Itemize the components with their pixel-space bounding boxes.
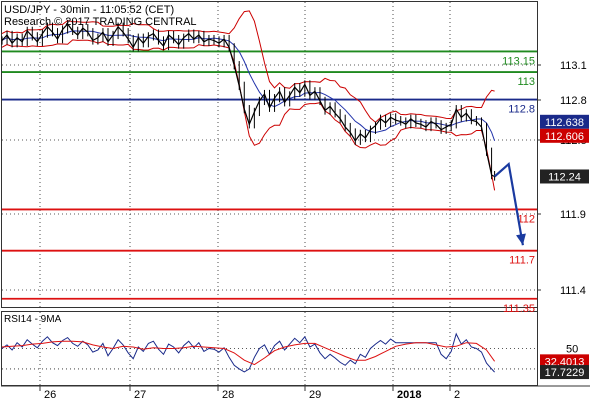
level-label-resistance: 113.15 <box>502 55 535 67</box>
rsi-y-tick-label: 50 <box>566 344 578 356</box>
price-badge-box <box>540 114 589 129</box>
price-series <box>1 19 496 181</box>
price-badge-label: 112.638 <box>545 117 584 129</box>
price-badge-label: 112.606 <box>545 131 584 143</box>
y-tick-label: 111.4 <box>560 285 586 297</box>
x-tick-label: 2 <box>454 389 460 400</box>
y-tick-label: 112.8 <box>560 95 587 107</box>
level-label-support: 111.35 <box>503 303 535 315</box>
x-tick-label: 2018 <box>397 389 421 400</box>
y-tick-label: 113.1 <box>560 60 587 72</box>
level-label-support: 112 <box>517 213 535 225</box>
price-badge-box <box>540 169 589 184</box>
price-badge-label: 112.24 <box>548 171 581 183</box>
level-label-support: 111.7 <box>509 255 535 267</box>
forecast-path <box>493 161 526 246</box>
chart-subtitle: Research © 2017 TRADING CENTRAL <box>4 16 197 28</box>
rsi-panel-title: RSI14 - 9MA <box>4 314 62 325</box>
level-label-pivot: 112.8 <box>508 104 535 116</box>
forecast-arrow-head <box>516 233 526 246</box>
x-tick-label: 28 <box>222 389 234 400</box>
lower-band-line <box>1 39 496 191</box>
rsi-series <box>1 332 496 373</box>
x-tick-label: 26 <box>44 389 56 400</box>
y-tick-label: 111.9 <box>560 209 586 221</box>
rsi-ma-line <box>1 340 496 366</box>
price-badge-box <box>540 128 589 143</box>
x-tick-label: 29 <box>309 389 321 400</box>
forecast-arrow-line <box>493 161 524 246</box>
rsi-badge-box <box>540 354 589 369</box>
rsi-badge-box <box>540 365 589 380</box>
x-tick-label: 27 <box>134 389 146 400</box>
rsi-badge-label: 17.7229 <box>545 367 585 379</box>
upper-band-line <box>1 10 495 123</box>
price-close-line <box>1 23 495 178</box>
level-label-resistance: 113 <box>517 76 535 88</box>
chart-title: USD/JPY - 30min - 11:05:52 (CET) <box>4 4 174 16</box>
